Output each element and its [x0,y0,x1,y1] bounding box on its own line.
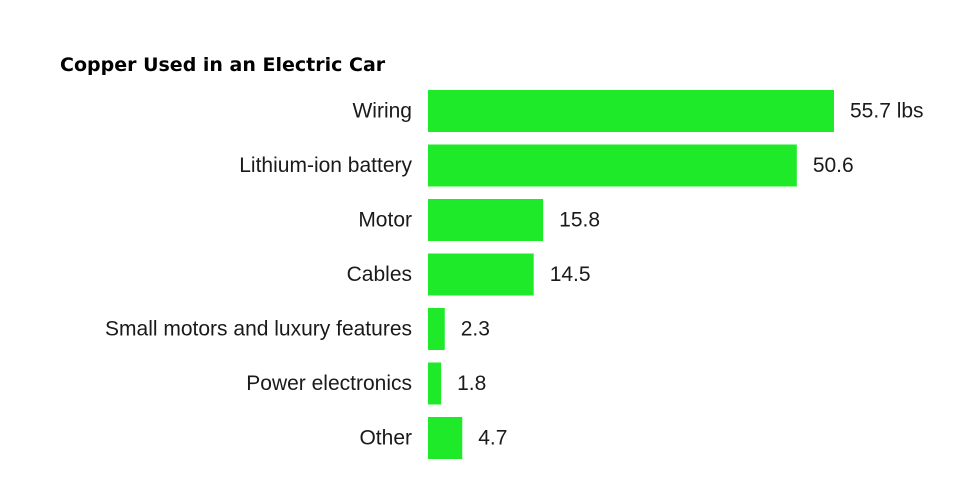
value-label-2: 15.8 [559,209,600,232]
category-label-6: Other [359,427,412,450]
value-label-5: 1.8 [457,372,486,395]
value-label-0: 55.7 lbs [850,100,924,123]
category-label-5: Power electronics [246,372,412,395]
value-label-1: 50.6 [813,154,854,177]
chart-title: Copper Used in an Electric Car [60,54,386,76]
category-label-2: Motor [358,209,412,232]
bar-2 [428,199,544,241]
bar-0 [428,90,834,132]
value-label-4: 2.3 [461,318,490,341]
bar-3 [428,253,534,296]
bar-5 [428,362,442,405]
category-labels: Wiring Lithium-ion battery Motor Cables Smal… [105,100,412,450]
category-label-0: Wiring [352,100,412,123]
category-label-1: Lithium-ion battery [239,154,412,177]
value-label-3: 14.5 [550,263,591,286]
bar-1 [428,144,797,187]
bar-6 [428,417,463,459]
value-labels: 55.7 lbs 50.6 15.8 14.5 2.3 1.8 4.7 [457,100,923,450]
category-label-3: Cables [347,263,412,286]
category-label-4: Small motors and luxury features [105,318,412,341]
bars-group [428,90,834,459]
bar-4 [428,308,445,350]
value-label-6: 4.7 [478,427,507,450]
